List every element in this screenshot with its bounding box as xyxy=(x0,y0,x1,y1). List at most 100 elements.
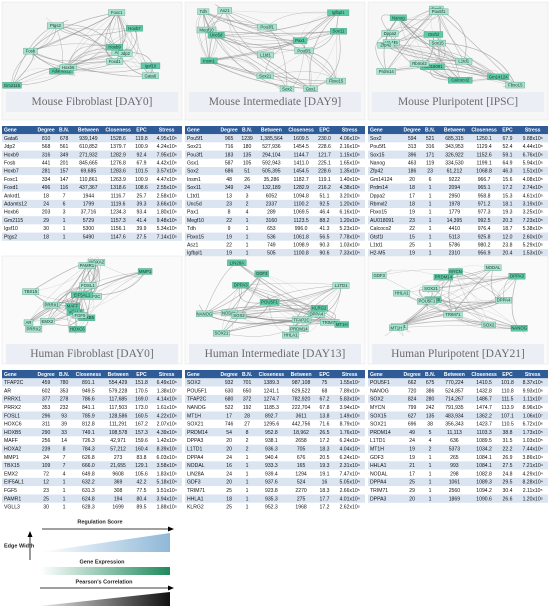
node xyxy=(332,282,350,289)
edge xyxy=(240,285,302,320)
node-label: GDF3 xyxy=(256,271,268,276)
node xyxy=(508,273,526,280)
node xyxy=(428,8,449,15)
table-row xyxy=(185,175,365,184)
table-cell: 19 xyxy=(409,210,415,216)
table-cell: 26.6 xyxy=(503,496,513,502)
table-row xyxy=(185,224,365,233)
node-label: Hoxb6 xyxy=(62,65,75,70)
edge xyxy=(266,26,288,90)
table-cell: 3.94x10⁴ xyxy=(157,496,177,502)
table-cell: 46.4 xyxy=(320,210,330,216)
table-cell: 1082.8 xyxy=(476,471,492,477)
table-cell: 653 xyxy=(267,226,276,232)
node-label: Gtsf1l xyxy=(428,32,439,37)
table-cell: 52.4 xyxy=(503,144,513,150)
table-cell: Pou5f1 xyxy=(187,136,203,142)
node xyxy=(68,326,86,333)
table-cell: 278 xyxy=(60,397,69,403)
table-cell: LIN28A xyxy=(187,471,205,477)
node xyxy=(259,299,280,306)
table-cell: 48 xyxy=(226,177,232,183)
table-cell: 1389.3 xyxy=(264,380,280,386)
table-cell: 5.34x10⁵ xyxy=(157,226,177,232)
panels: Gm2115 Ptgs2 Ankrd1 Adamts12 Jdp2 Foxd1 Hoxb7 H… xyxy=(1,1,549,512)
table-cell: 90.6 xyxy=(320,251,330,257)
node-label: L1td1 xyxy=(260,52,271,57)
table-cell: 14 xyxy=(61,438,67,444)
table-cell: 952.3 xyxy=(265,505,278,511)
table-cell: Zfp42 xyxy=(370,169,383,175)
table-cell: 610,852 xyxy=(79,144,98,150)
edge xyxy=(438,11,464,62)
table-row xyxy=(368,142,548,151)
table-header-cell: EPC xyxy=(502,372,513,378)
table-cell: 19 xyxy=(226,251,232,257)
node-label: MMP1 xyxy=(139,269,152,274)
table-cell: 666.0 xyxy=(82,463,95,469)
table-cell: 20.5 xyxy=(320,455,330,461)
node xyxy=(126,25,143,32)
table-row xyxy=(185,419,365,429)
table-header-cell: Degree xyxy=(403,372,420,378)
table-cell: Gtsf1l xyxy=(370,234,383,240)
table-cell: 1100.2 xyxy=(293,202,308,208)
node-label: EIF5AL1 xyxy=(74,292,91,297)
node xyxy=(118,50,133,57)
table-cell: 1.83x10⁵ xyxy=(157,471,177,477)
table-cell: 1282.9 xyxy=(110,152,126,158)
node xyxy=(137,268,153,275)
table-cell: 165 xyxy=(297,463,306,469)
table-row xyxy=(368,436,548,445)
table-row xyxy=(368,419,548,429)
table-cell: 203 xyxy=(42,210,51,216)
table-cell: 554,429 xyxy=(109,380,128,386)
table-cell: 7 xyxy=(63,463,66,469)
table-cell: 27 xyxy=(244,422,250,428)
table-cell: 31.5 xyxy=(503,438,513,444)
table-cell: 21,655 xyxy=(110,463,126,469)
table-cell: 6052 xyxy=(266,193,277,199)
table-cell: 59.1 xyxy=(503,152,513,158)
table-cell: 965 xyxy=(225,136,234,142)
table-cell: 8.96x10⁶ xyxy=(523,405,543,411)
table-cell: Asz1 xyxy=(187,243,198,249)
table-cell: 1152.6 xyxy=(476,152,491,158)
node xyxy=(294,47,314,55)
table-cell: 8.79x10⁶ xyxy=(340,422,360,428)
table-cell: 111.5 xyxy=(502,397,514,403)
table-cell: 841.1 xyxy=(82,405,95,411)
edge xyxy=(299,40,312,89)
table-cell: 5.94x10⁶ xyxy=(523,161,543,167)
table-cell: 630 xyxy=(225,388,234,394)
table-row xyxy=(2,502,182,512)
table-cell: 1123.5 xyxy=(293,218,308,224)
table-cell: 17.2 xyxy=(320,505,330,511)
table-cell: 157.3 xyxy=(135,430,148,436)
table-cell: 1103.3 xyxy=(476,430,491,436)
table-cell: 4 xyxy=(246,210,249,216)
table-cell: 356,343 xyxy=(445,422,464,428)
node xyxy=(330,28,347,35)
table-cell: 1 xyxy=(63,480,66,486)
node-label: L1TD1 xyxy=(335,283,349,288)
table-cell: 316 xyxy=(426,144,435,150)
table-cell: 135 xyxy=(243,152,252,158)
title-box xyxy=(6,344,178,364)
table-cell: 275 xyxy=(297,496,306,502)
table-cell: PRRX1 xyxy=(4,397,21,403)
table-cell: DPPA4 xyxy=(187,455,203,461)
table-cell: 650 xyxy=(243,388,252,394)
table-cell: 51 xyxy=(244,169,250,175)
table-row xyxy=(368,249,548,258)
table-cell: Sox11 xyxy=(187,185,201,191)
table-cell: 183 xyxy=(225,152,234,158)
table-cell: HHLA1 xyxy=(370,463,387,469)
node xyxy=(213,330,230,337)
table-row xyxy=(368,378,548,387)
table-cell: 42.2 xyxy=(137,480,147,486)
table-row xyxy=(185,436,365,445)
edge xyxy=(30,12,117,52)
node xyxy=(381,30,399,37)
edge xyxy=(28,265,87,323)
